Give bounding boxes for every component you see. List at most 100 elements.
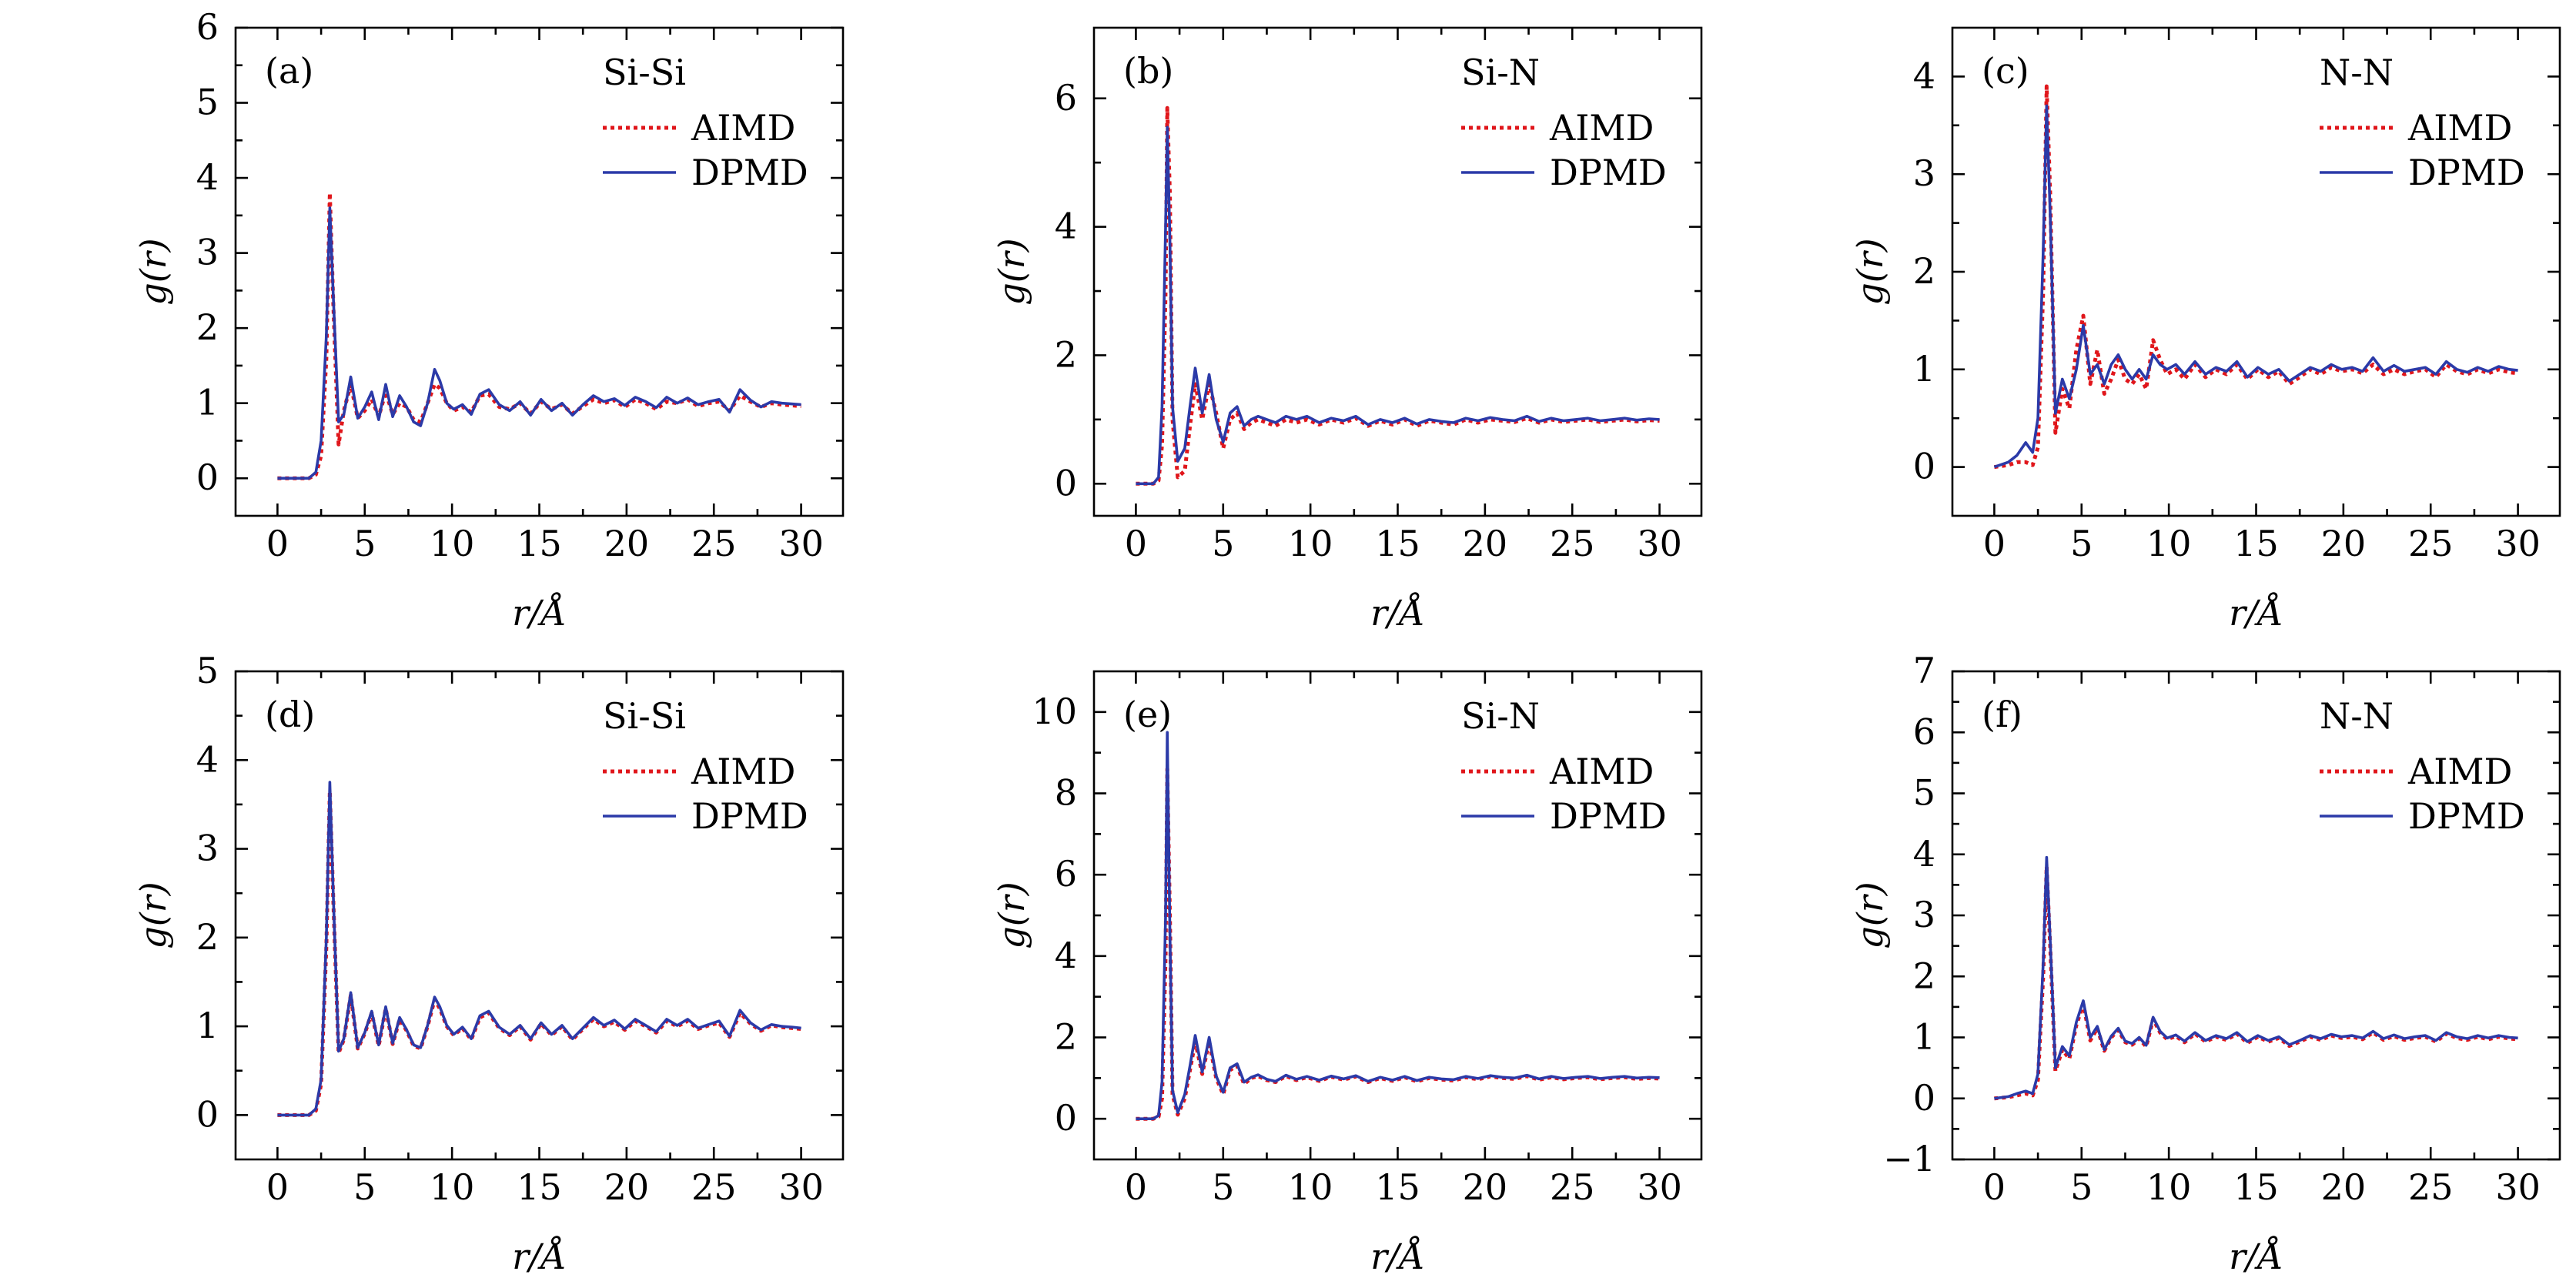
series-dpmd-line [1993,104,2518,469]
y-tick-label: 0 [196,457,219,498]
x-axis-title: r/Å [2229,1235,2283,1277]
y-tick-label: 0 [1913,446,1935,487]
x-tick-label: 0 [266,1166,289,1208]
legend-label-dpmd: DPMD [691,795,808,837]
x-tick-label: 20 [2321,523,2367,564]
series-aimd-line [277,789,801,1117]
legend-label-aimd: AIMD [691,107,795,149]
series-dpmd-line [1136,731,1660,1120]
legend-title: Si-N [1461,52,1540,93]
y-tick-label: 10 [1032,691,1077,732]
x-tick-label: 15 [1375,523,1420,564]
panel-e: 0 5 10 15 20 25 30 0 2 4 6 8 10 r/Å g(r) (e) Si-N AIMD DPM… [858,644,1717,1287]
x-tick-label: 5 [2070,523,2093,564]
y-tick-label: 6 [1055,853,1077,895]
y-tick-label: 1 [1913,1016,1935,1058]
chart-d: 0 5 10 15 20 25 30 0 1 2 3 4 5 r/Å g(r) (d) Si-SiAIMDDPM… [132,650,845,1277]
x-tick-label: 30 [1637,523,1682,564]
legend-label-aimd: AIMD [1549,107,1654,149]
y-tick-label: 6 [1055,77,1077,119]
y-tick-label: 2 [196,916,219,958]
y-tick-label: 4 [196,156,219,198]
x-tick-label: 20 [604,523,650,564]
x-tick-label: 20 [604,1166,650,1208]
panel-f: 0 5 10 15 20 25 30 −1 0 1 2 3 4 5 6 7 r/Å g(r) (f) N-N AIMD D… [1717,644,2575,1287]
legend-title: N-N [2320,695,2394,737]
series-dpmd-line [277,781,801,1117]
x-tick-label: 5 [353,523,376,564]
y-axis-title: g(r) [1849,238,1891,305]
y-tick-label: 3 [196,828,219,869]
y-tick-label: 3 [1913,152,1935,194]
x-tick-label: 5 [353,1166,376,1208]
x-tick-label: 5 [2070,1166,2093,1208]
x-tick-label: 0 [1983,1166,2006,1208]
y-tick-label: 2 [1913,955,1935,996]
y-tick-label: 2 [1055,1016,1077,1058]
x-axis-title: r/Å [2229,591,2283,634]
x-tick-label: 10 [1288,523,1333,564]
series-dpmd-line [1994,855,2518,1100]
x-tick-label: 10 [1288,1166,1333,1208]
series-dpmd-line [277,206,801,480]
y-tick-label: 0 [1055,462,1077,503]
y-tick-label: 2 [1913,250,1935,292]
x-tick-label: 30 [1637,1166,1682,1208]
legend-title: Si-N [1461,695,1540,737]
y-tick-label: 3 [1913,894,1935,935]
x-tick-label: 25 [2408,523,2454,564]
y-tick-label: 8 [1055,772,1077,814]
x-tick-label: 20 [1463,523,1508,564]
x-tick-label: 5 [1212,523,1234,564]
y-tick-label: 5 [196,650,219,691]
series-aimd-line [277,191,801,480]
series-dpmd-line [1136,125,1660,486]
x-tick-label: 5 [1212,1166,1234,1208]
y-tick-label: 2 [1055,333,1077,375]
x-tick-label: 30 [778,1166,824,1208]
x-tick-label: 0 [266,523,289,564]
x-tick-label: 25 [1550,523,1595,564]
legend-title: N-N [2320,52,2394,93]
y-tick-label: 0 [1913,1077,1935,1119]
x-tick-label: 15 [517,1166,562,1208]
y-axis-title: g(r) [991,238,1032,305]
panel-c: 0 5 10 15 20 25 30 0 1 2 3 4 r/Å g(r) (c) N-N AIMD DPMD [1717,0,2575,644]
panel-label: (f) [1982,694,2022,735]
y-tick-label: 4 [1913,55,1935,96]
legend-label-aimd: AIMD [2407,751,2512,792]
x-tick-label: 25 [1550,1166,1595,1208]
panel-label: (a) [265,50,313,92]
x-tick-label: 10 [430,1166,475,1208]
chart-f: 0 5 10 15 20 25 30 −1 0 1 2 3 4 5 6 7 r/Å g(r) (f) N-N AIMDD… [1849,650,2561,1277]
x-tick-label: 15 [2233,523,2279,564]
x-tick-label: 25 [2408,1166,2454,1208]
chart-e: 0 5 10 15 20 25 30 0 2 4 6 8 10 r/Å g(r) (e) Si-NAIMDDPM… [991,670,1703,1277]
y-tick-label: 1 [196,1005,219,1046]
y-tick-label: 4 [1055,206,1077,247]
x-tick-label: 25 [691,1166,737,1208]
y-tick-label: 0 [1055,1097,1077,1139]
x-tick-label: 30 [2495,523,2541,564]
x-tick-label: 10 [2146,523,2192,564]
x-tick-label: 15 [517,523,562,564]
panel-label: (c) [1982,50,2029,92]
x-tick-label: 30 [2495,1166,2541,1208]
y-axis-title: g(r) [132,238,174,305]
y-tick-label: 5 [196,82,219,123]
series-aimd-line [1994,84,2518,470]
y-tick-label: 0 [196,1093,219,1135]
y-axis-title: g(r) [132,882,174,948]
y-tick-label: 3 [196,232,219,273]
x-axis-title: r/Å [512,591,567,634]
y-tick-label: 1 [1913,348,1935,390]
x-axis-title: r/Å [1370,591,1425,634]
y-tick-label: 6 [196,6,219,48]
x-tick-label: 10 [430,523,475,564]
x-tick-label: 15 [2233,1166,2279,1208]
x-tick-label: 15 [1375,1166,1420,1208]
series-aimd-line [1994,865,2518,1101]
panel-label: (b) [1123,50,1173,92]
